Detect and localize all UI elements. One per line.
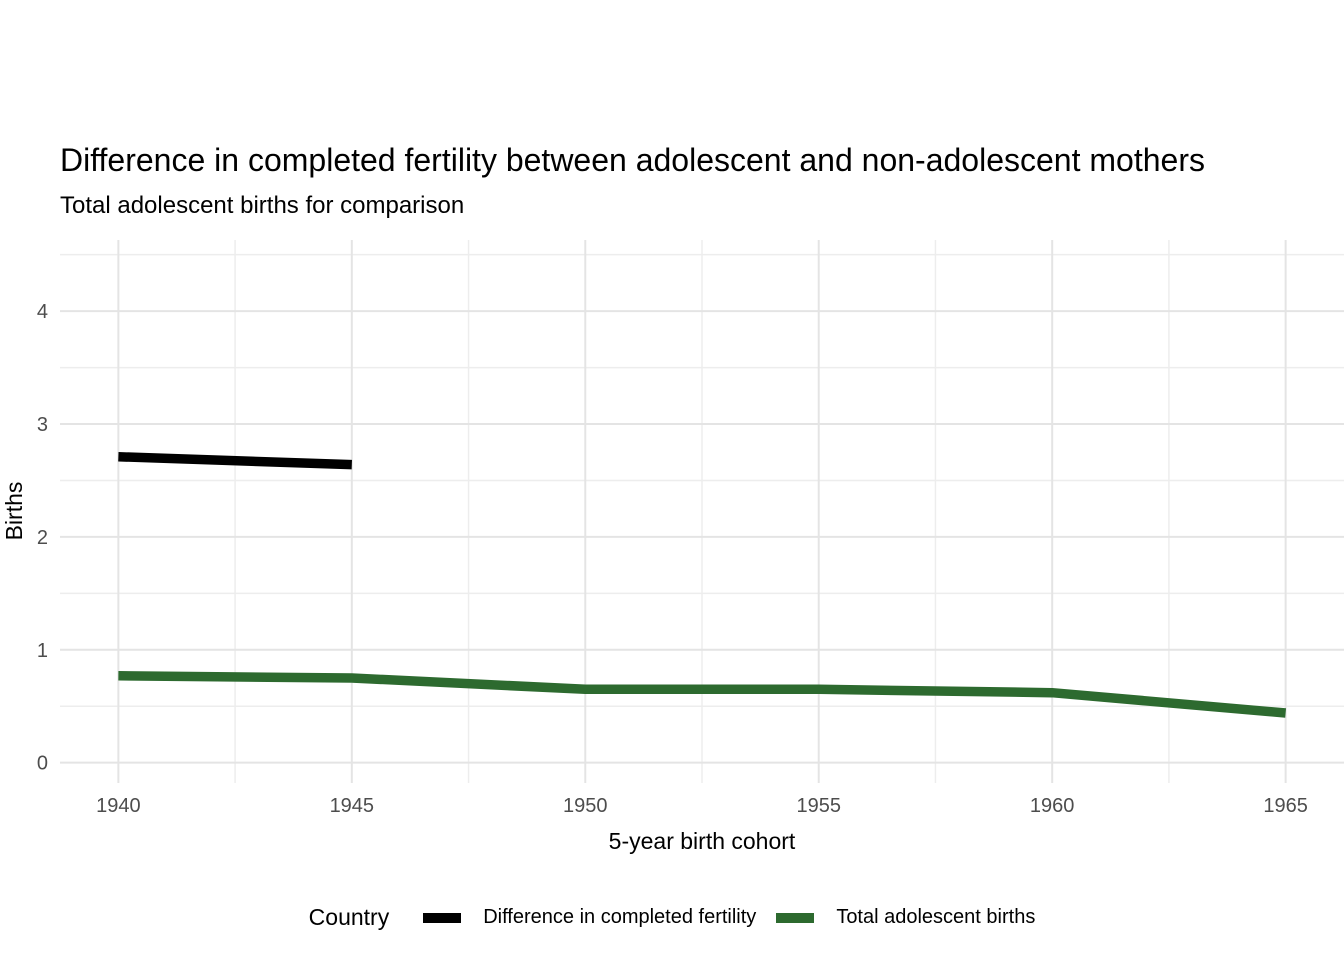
y-axis-title: Births — [1, 482, 27, 541]
x-tick-label: 1950 — [563, 795, 608, 817]
series-layer — [118, 452, 1287, 718]
tick-label-layer: 1940 1945 1950 1955 1960 1965 0 1 2 3 4 — [37, 301, 1308, 817]
legend-items: Difference in completed fertility Total a… — [423, 906, 1035, 929]
legend-key-swatch — [776, 912, 815, 923]
legend: Country Difference in completed fertilit… — [0, 904, 1344, 931]
legend-item-label: Total adolescent births — [836, 906, 1036, 928]
legend-item: Difference in completed fertility — [423, 906, 756, 929]
x-tick-label: 1940 — [96, 795, 141, 817]
legend-item-label: Difference in completed fertility — [483, 906, 757, 928]
series-line-difference-in-completed-fertility — [118, 452, 352, 470]
series-line-total-adolescent-births — [118, 671, 1287, 718]
x-tick-label: 1965 — [1263, 795, 1308, 817]
legend-title: Country — [308, 904, 390, 930]
y-tick-label: 1 — [37, 640, 48, 662]
legend-key-swatch — [423, 912, 462, 923]
x-tick-label: 1945 — [330, 795, 375, 817]
legend-item: Total adolescent births — [776, 906, 1035, 929]
y-tick-label: 3 — [37, 414, 48, 436]
y-tick-label: 4 — [37, 301, 48, 323]
chart-subtitle: Total adolescent births for comparison — [60, 192, 465, 219]
x-axis-title: 5-year birth cohort — [609, 828, 796, 854]
y-tick-label: 2 — [37, 527, 48, 549]
chart-title: Difference in completed fertility betwee… — [60, 142, 1205, 178]
y-tick-label: 0 — [37, 753, 48, 775]
x-tick-label: 1955 — [796, 795, 841, 817]
x-tick-label: 1960 — [1030, 795, 1075, 817]
